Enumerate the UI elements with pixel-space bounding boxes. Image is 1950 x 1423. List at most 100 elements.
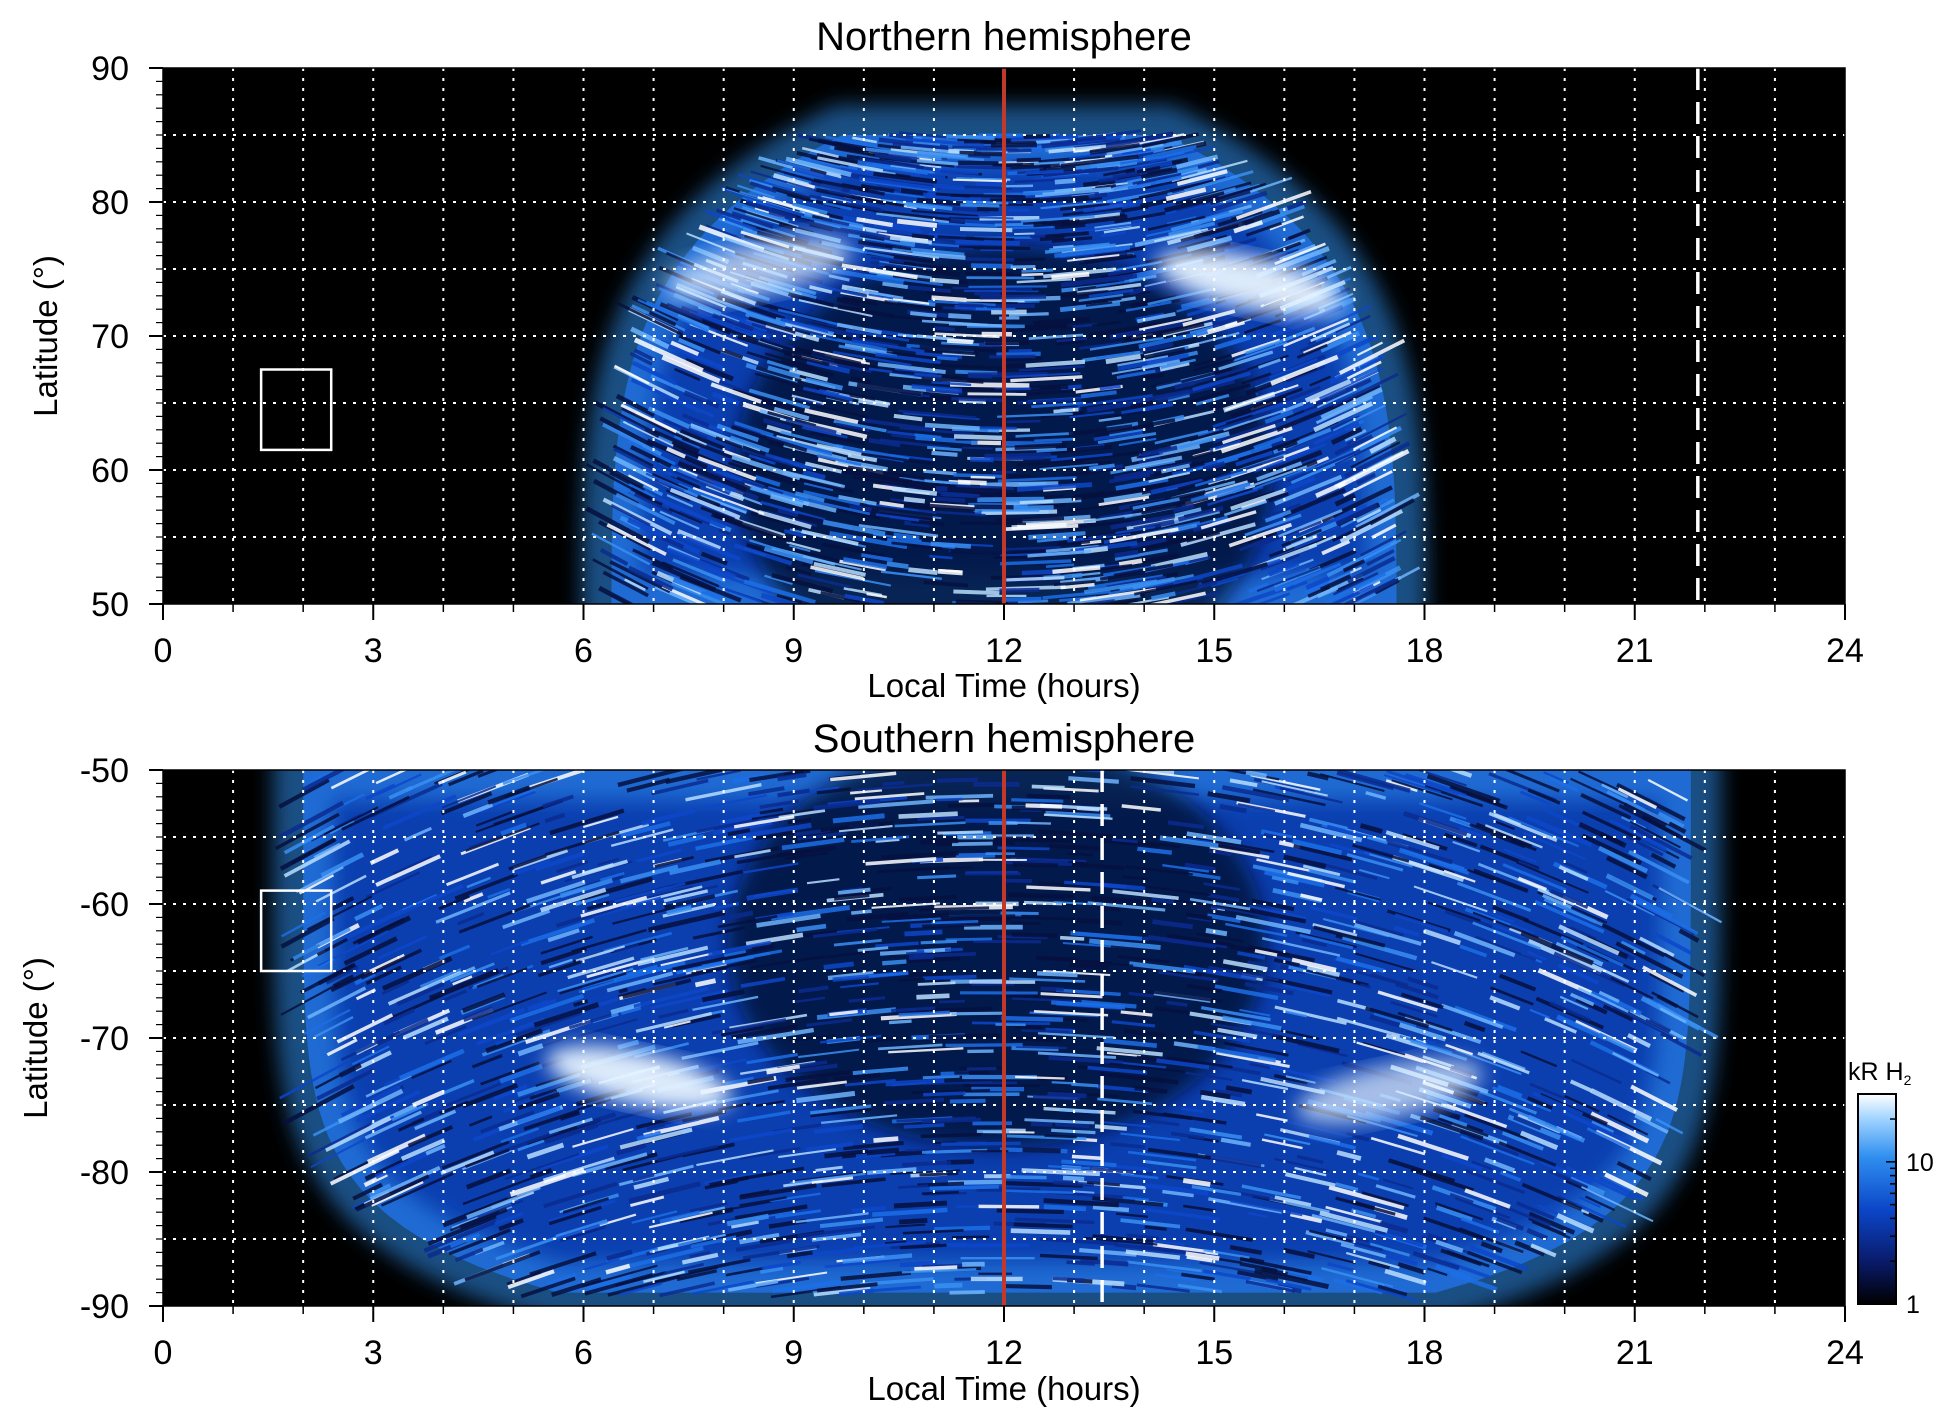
emission-streak: [1021, 195, 1089, 204]
emission-streak: [945, 937, 993, 942]
emission-streak: [654, 478, 702, 502]
emission-streak: [728, 461, 799, 487]
emission-streak: [996, 516, 1065, 523]
emission-streak: [578, 979, 617, 994]
emission-streak: [1256, 566, 1320, 593]
emission-streak: [487, 887, 511, 899]
emission-streak: [1581, 1185, 1654, 1223]
emission-streak: [1301, 258, 1337, 277]
emission-streak: [1050, 452, 1113, 462]
emission-streak: [636, 848, 682, 863]
emission-streak: [1480, 1241, 1503, 1254]
emission-streak: [654, 855, 694, 868]
emission-streak: [785, 565, 812, 576]
emission-streak: [425, 1143, 446, 1156]
emission-streak: [1282, 487, 1346, 518]
emission-streak: [939, 999, 965, 1004]
emission-streak: [1287, 228, 1311, 241]
emission-streak: [351, 1045, 390, 1066]
emission-streak: [1569, 1079, 1593, 1093]
emission-streak: [1186, 837, 1213, 845]
emission-streak: [1659, 1007, 1687, 1024]
emission-streak: [796, 923, 827, 933]
emission-streak: [923, 192, 982, 202]
emission-streak: [1529, 1082, 1565, 1100]
emission-streak: [1200, 1005, 1271, 1022]
emission-streak: [619, 1282, 663, 1296]
emission-streak: [923, 1080, 993, 1086]
emission-streak: [1193, 1030, 1251, 1044]
emission-streak: [733, 815, 795, 829]
emission-streak: [810, 430, 866, 446]
emission-streak: [671, 580, 732, 604]
emission-streak: [635, 1011, 713, 1033]
emission-streak: [625, 885, 703, 907]
emission-streak: [1446, 1249, 1490, 1268]
y-tick-label: -90: [80, 1288, 129, 1326]
emission-streak: [1321, 539, 1351, 556]
emission-streak: [1274, 1195, 1312, 1207]
emission-streak: [278, 777, 330, 809]
emission-streak: [1527, 788, 1561, 805]
emission-streak: [1400, 992, 1444, 1010]
bright-arc: [546, 1045, 733, 1111]
emission-streak: [1039, 1237, 1119, 1246]
emission-streak: [1204, 1154, 1262, 1169]
emission-streak: [1498, 973, 1537, 992]
emission-streak: [666, 905, 693, 916]
emission-streak: [1056, 337, 1088, 343]
emission-streak: [365, 965, 402, 986]
emission-streak: [279, 837, 336, 871]
emission-streak: [616, 301, 684, 337]
emission-streak: [1043, 1204, 1087, 1212]
emission-streak: [1402, 810, 1468, 837]
emission-streak: [871, 902, 940, 909]
emission-streak: [1183, 964, 1257, 982]
emission-streak: [441, 785, 497, 809]
emission-streak: [786, 1250, 813, 1259]
emission-streak: [495, 1233, 565, 1261]
emission-streak: [1475, 822, 1533, 848]
emission-streak: [931, 450, 958, 457]
emission-streak: [1492, 1086, 1552, 1113]
emission-streak: [750, 170, 817, 192]
emission-streak: [850, 376, 872, 385]
emission-streak: [1577, 987, 1629, 1013]
emission-streak: [1069, 152, 1113, 160]
emission-streak: [953, 589, 1000, 596]
emission-streak: [938, 221, 997, 228]
emission-streak: [612, 906, 676, 925]
emission-streak: [793, 476, 854, 494]
emission-streak: [700, 494, 747, 515]
emission-streak: [1172, 503, 1195, 513]
emission-streak: [610, 828, 674, 847]
emission-streak: [653, 495, 727, 530]
emission-streak: [866, 1038, 898, 1043]
emission-streak: [633, 1176, 670, 1190]
emission-streak: [1261, 937, 1341, 957]
emission-streak: [635, 1112, 693, 1130]
emission-streak: [1138, 317, 1193, 331]
emission-streak: [391, 1102, 429, 1122]
emission-streak: [1618, 804, 1680, 838]
emission-streak: [822, 201, 853, 211]
emission-streak: [1404, 1015, 1482, 1044]
emission-streak: [1120, 1172, 1159, 1180]
emission-streak: [1001, 1174, 1047, 1180]
emission-streak: [912, 140, 941, 146]
emission-streak: [1157, 970, 1219, 982]
emission-streak: [1437, 1117, 1489, 1138]
emission-streak: [369, 1165, 441, 1201]
emission-streak: [954, 1070, 990, 1075]
emission-streak: [1132, 497, 1180, 510]
emission-streak: [374, 1151, 427, 1180]
emission-streak: [1060, 935, 1085, 941]
emission-streak: [641, 808, 696, 826]
emission-streak: [914, 372, 942, 378]
emission-streak: [1383, 1284, 1406, 1293]
emission-streak: [959, 150, 1004, 157]
emission-streak: [1008, 312, 1049, 317]
emission-streak: [919, 906, 990, 912]
emission-streak: [1115, 476, 1169, 491]
emission-streak: [841, 296, 878, 307]
